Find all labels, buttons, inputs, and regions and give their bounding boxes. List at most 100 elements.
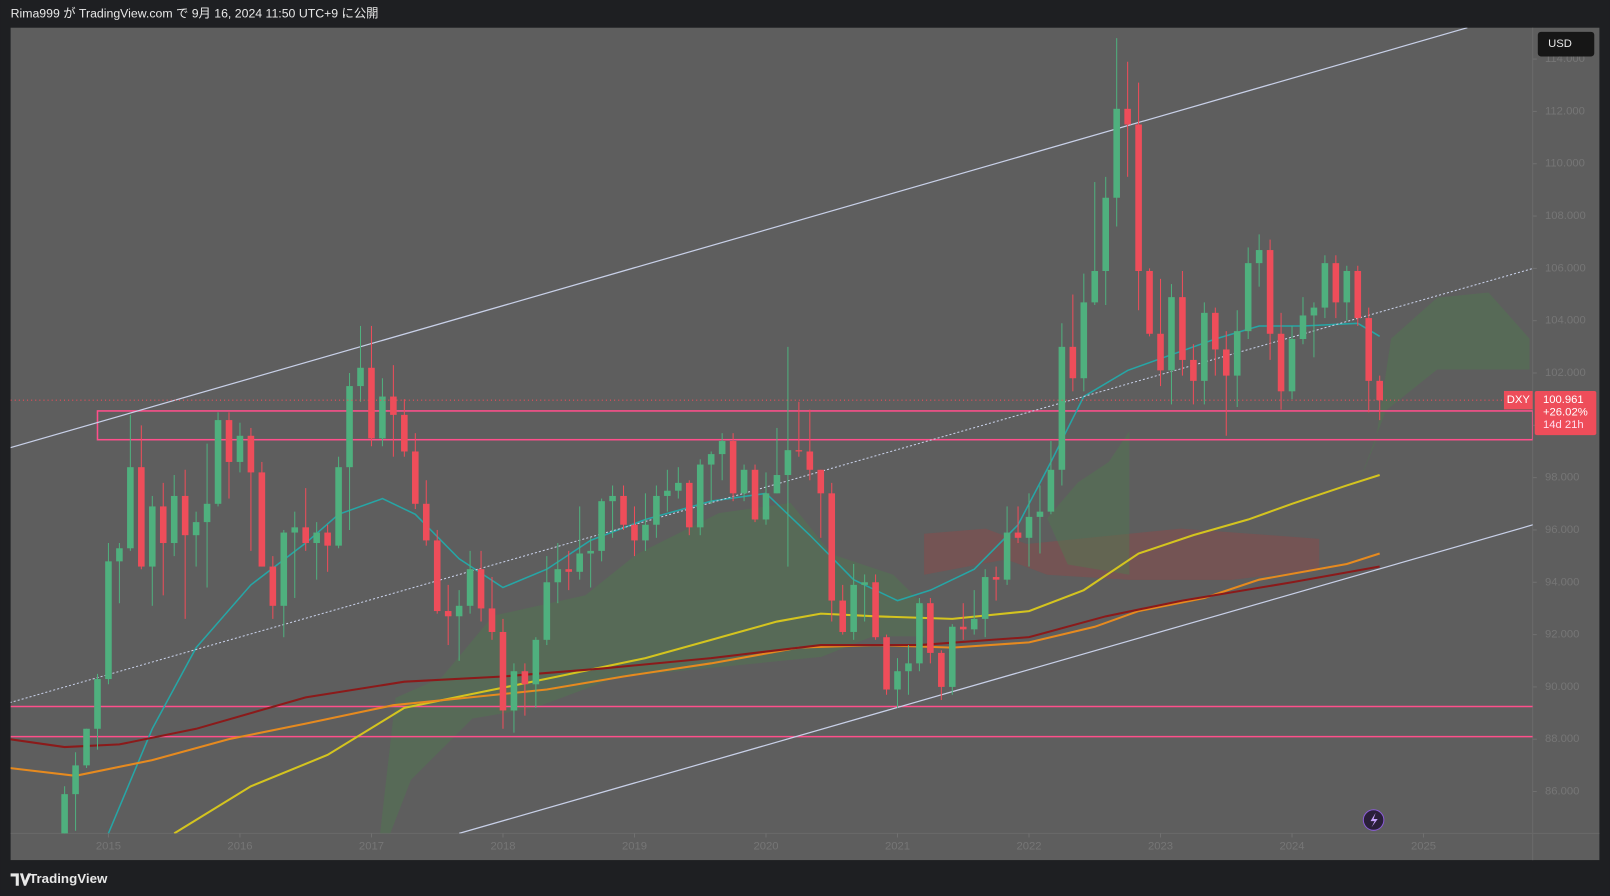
x-tick-label: 2021 (885, 841, 910, 853)
currency-button[interactable] (1537, 31, 1595, 57)
candle-body (335, 467, 342, 546)
candle-body (455, 605, 463, 617)
candle-body (1244, 263, 1252, 332)
candle-body (488, 608, 496, 632)
candle-body (992, 577, 1000, 580)
candle-body (1146, 270, 1153, 334)
y-tick-label: 102.000 (1545, 367, 1586, 379)
candle-body (72, 765, 79, 795)
candle-body (1212, 312, 1219, 350)
cloud-green (380, 502, 925, 834)
x-tick-label: 2016 (227, 841, 252, 853)
candle-body (1310, 307, 1318, 316)
candle-body (1157, 333, 1164, 371)
axes: 86.000 88.000 90.000 92.000 94.000 96.000 98.0… (96, 53, 1597, 853)
candle-body (466, 569, 474, 606)
symbol-tag (1503, 390, 1533, 410)
candle-body (938, 652, 945, 687)
candle-body (280, 532, 288, 606)
y-tick-label: 96.000 (1545, 524, 1579, 536)
candle-body (203, 503, 211, 523)
candle-body (598, 501, 605, 551)
overlay-line (10, 27, 1468, 449)
candle-body (927, 603, 934, 653)
candle-body (532, 639, 540, 685)
candle-body (170, 495, 178, 544)
x-tick-label: 2023 (1148, 841, 1173, 853)
candle-body (1102, 197, 1110, 271)
candle-body (269, 566, 277, 606)
candle-body (784, 450, 792, 476)
candle-body (1124, 108, 1131, 125)
y-tick-label: 94.000 (1545, 576, 1579, 588)
candle-body (105, 561, 112, 680)
y-tick-label: 92.000 (1545, 629, 1579, 641)
candle-body (181, 495, 189, 536)
y-tick-label: 88.000 (1545, 733, 1579, 745)
candle-body (1299, 315, 1307, 339)
candle-body (1233, 331, 1241, 376)
last-price: 100.961 (1543, 394, 1584, 406)
candle-body (83, 728, 90, 766)
candle-body (1003, 532, 1011, 580)
change: +26.02% (1543, 406, 1588, 418)
candle-body (1014, 532, 1022, 538)
candle-body (773, 475, 781, 494)
y-tick-label: 106.000 (1545, 262, 1586, 274)
candle-body (949, 626, 956, 687)
ichimoku-cloud (380, 292, 1530, 834)
plot (10, 27, 1533, 834)
candle-body (872, 582, 879, 638)
candle-body (1365, 318, 1373, 381)
candle-body (1255, 250, 1263, 264)
candle-body (247, 435, 255, 473)
candle-body (707, 454, 715, 465)
x-tick-label: 2020 (753, 841, 778, 853)
candle-body (817, 469, 825, 494)
candle-body (225, 420, 233, 462)
candle-body (839, 600, 846, 632)
candle-body (1321, 263, 1329, 308)
candle-body (1179, 297, 1186, 360)
cloud-red (924, 528, 1320, 580)
zone (96, 410, 1533, 441)
y-tick-label: 112.000 (1545, 105, 1585, 117)
candle-body (61, 794, 68, 834)
candle-body (214, 420, 222, 504)
candle-body (357, 367, 364, 387)
candle-body (806, 451, 814, 470)
candle-body (236, 435, 244, 462)
candle-body (510, 671, 518, 711)
candle-body (718, 441, 726, 455)
candle-body (94, 679, 101, 729)
candle-body (1266, 250, 1274, 334)
y-tick-label: 108.000 (1545, 210, 1586, 222)
candle-body (609, 495, 616, 502)
x-tick-label: 2022 (1016, 841, 1041, 853)
x-tick-label: 2017 (359, 841, 384, 853)
candle-body (1058, 346, 1066, 470)
candle-body (696, 464, 704, 528)
publish-info: Rima999 が TradingView.com で 9月 16, 2024 … (11, 6, 379, 21)
candle-body (159, 506, 167, 544)
chart-background (10, 27, 1600, 861)
candle-body (762, 493, 770, 520)
candle-body (1036, 511, 1044, 517)
candle-body (401, 414, 408, 452)
candle-body (587, 550, 594, 554)
cloud-green (1324, 292, 1530, 544)
candle-body (291, 527, 299, 533)
candle-body (1069, 346, 1077, 379)
candle-body (1025, 516, 1033, 538)
y-tick-label: 104.000 (1545, 315, 1586, 327)
x-tick-label: 2025 (1411, 841, 1436, 853)
candle-body (916, 603, 923, 664)
candle-body (751, 469, 759, 520)
candle-body (433, 540, 441, 612)
candle-body (642, 524, 649, 541)
y-tick-label: 90.000 (1545, 681, 1579, 693)
x-tick-label: 2024 (1279, 841, 1304, 853)
candle-body (685, 482, 693, 528)
candle-body (1080, 302, 1088, 379)
